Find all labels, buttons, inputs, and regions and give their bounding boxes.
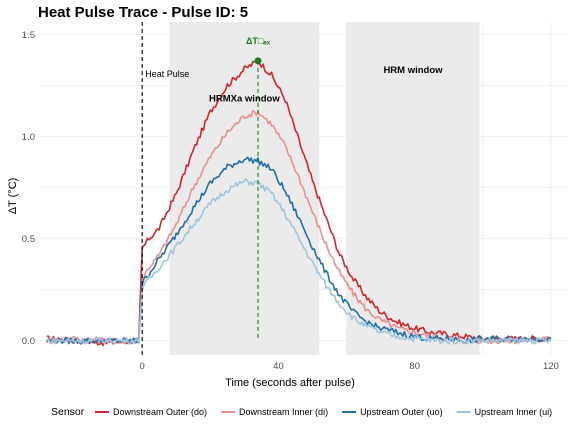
- y-tick-label: 1.5: [22, 30, 35, 41]
- legend-item-downstream-inner-di: Downstream Inner (di): [221, 407, 328, 417]
- legend-item-upstream-outer-uo: Upstream Outer (uo): [342, 407, 443, 417]
- y-axis-title: ΔT (°C): [7, 178, 19, 215]
- y-tick-label: 0.0: [22, 336, 35, 347]
- legend-label: Upstream Inner (ui): [475, 407, 553, 417]
- max-marker-point: [254, 57, 262, 65]
- window-label-hrm-window: HRM window: [383, 65, 443, 76]
- x-tick-label: 80: [409, 361, 420, 372]
- heat-pulse-label: Heat Pulse: [145, 69, 189, 79]
- x-axis-title: Time (seconds after pulse): [225, 377, 355, 389]
- y-axis-ticks: 0.0 0.5 1.0 1.5: [22, 30, 35, 347]
- y-tick-label: 1.0: [22, 132, 35, 143]
- y-tick-label: 0.5: [22, 234, 35, 245]
- window-bands: [169, 22, 480, 355]
- plot-area: Heat Pulse ΔT□ₐₓ HRMXa window HRM window: [40, 22, 568, 355]
- x-axis-ticks: 0 40 80 120: [140, 361, 559, 372]
- legend-item-upstream-inner-ui: Upstream Inner (ui): [456, 407, 553, 417]
- legend-label: Downstream Outer (do): [113, 407, 207, 417]
- legend-label: Upstream Outer (uo): [360, 407, 443, 417]
- series-line-upstream-outer-uo: [46, 156, 552, 345]
- series-lines: [46, 60, 552, 347]
- series-line-upstream-inner-ui: [46, 178, 552, 345]
- x-tick-label: 40: [273, 361, 284, 372]
- max-marker-label: ΔT□ₐₓ: [246, 36, 271, 46]
- window-label-hrmxa-window: HRMXa window: [209, 94, 280, 105]
- chart-title: Heat Pulse Trace - Pulse ID: 5: [38, 4, 248, 21]
- legend-title: Sensor: [51, 406, 85, 418]
- x-tick-label: 120: [543, 361, 559, 372]
- legend-label: Downstream Inner (di): [239, 407, 328, 417]
- x-tick-label: 0: [140, 361, 145, 372]
- legend-item-downstream-outer-do: Downstream Outer (do): [95, 407, 207, 417]
- overlays: Heat Pulse ΔT□ₐₓ HRMXa window HRM window: [141, 22, 443, 355]
- legend: Sensor Downstream Outer (do) Downstream I…: [51, 406, 552, 418]
